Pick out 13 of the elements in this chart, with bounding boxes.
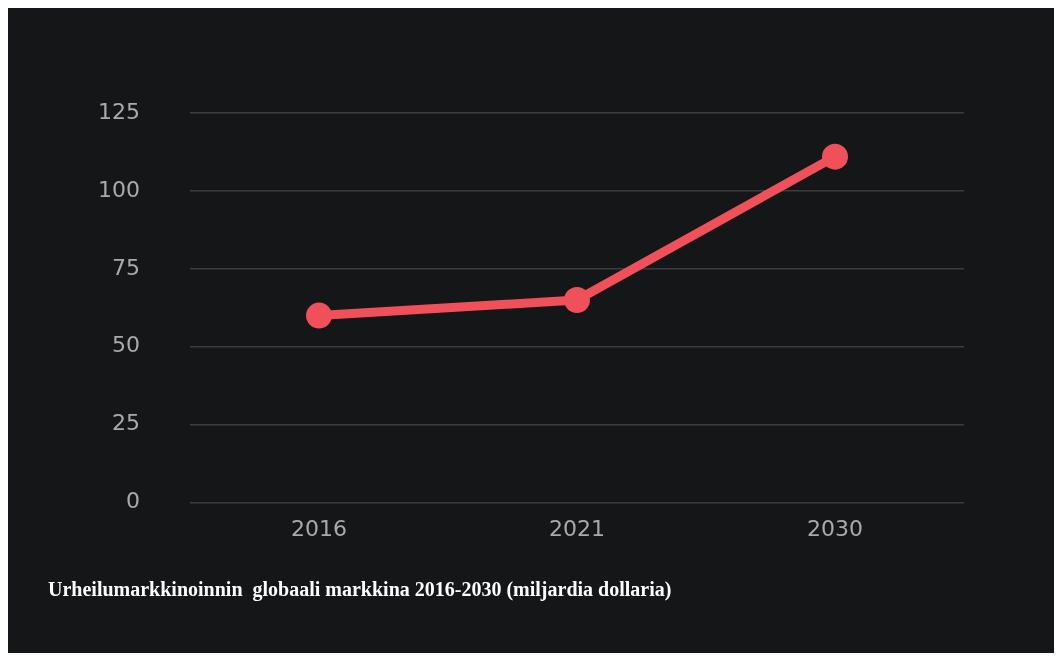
text: Urheilumarkkinoinnin globaali markkina 2016-2030 (miljardia dollaria) bbox=[48, 578, 672, 602]
y-tick-label: 75 bbox=[111, 254, 140, 280]
y-tick-label: 0 bbox=[125, 488, 140, 514]
y-tick-label: 125 bbox=[97, 98, 140, 124]
x-tick-label: 2016 bbox=[290, 515, 347, 541]
y-tick-label: 25 bbox=[111, 410, 140, 436]
x-tick-label: 2021 bbox=[549, 515, 605, 541]
y-tick-label: 50 bbox=[111, 332, 140, 358]
x-tick-label: 2030 bbox=[807, 515, 863, 541]
point bbox=[822, 143, 848, 170]
point bbox=[564, 287, 590, 314]
point bbox=[305, 302, 332, 329]
y-tick-label: 100 bbox=[97, 176, 140, 202]
